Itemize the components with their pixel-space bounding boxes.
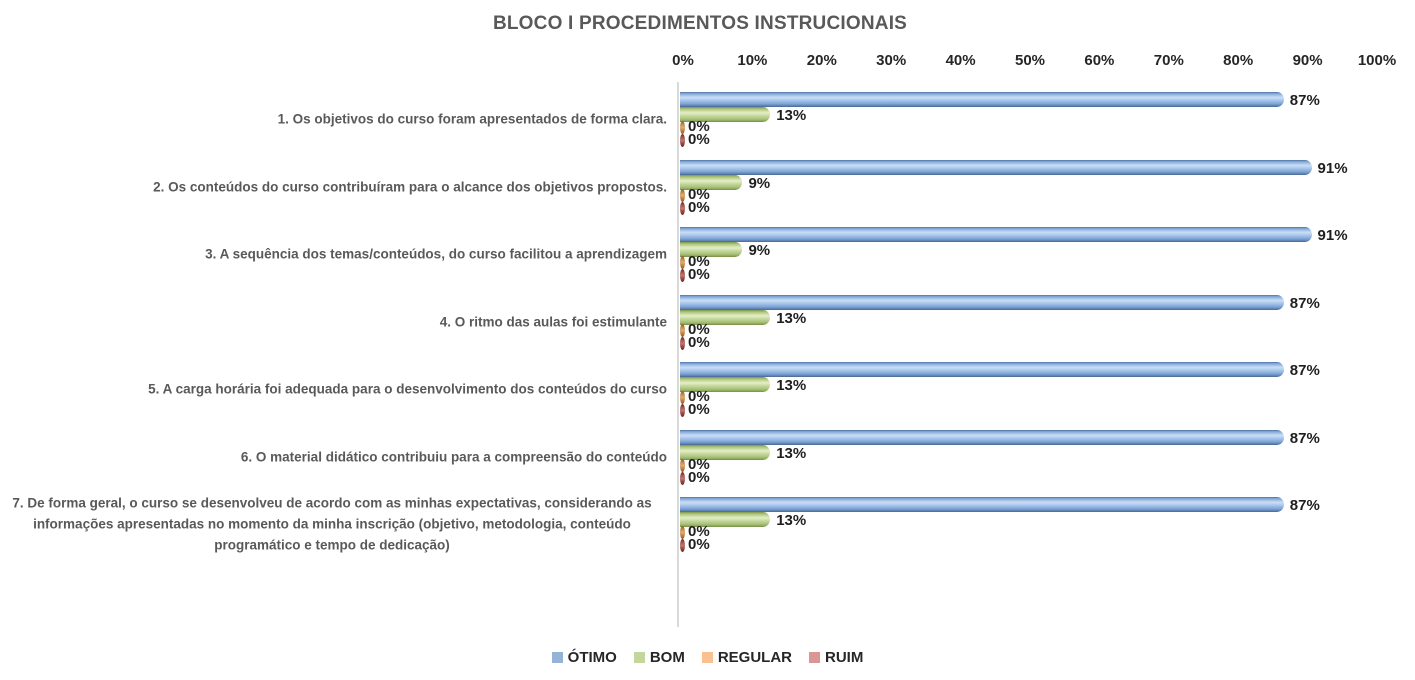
bar-otimo (680, 497, 1284, 512)
category-label: 5. A carga horária foi adequada para o d… (148, 381, 667, 397)
legend-item-bom: BOM (633, 649, 685, 666)
value-label: 0% (688, 198, 710, 216)
category-label: 3. A sequência dos temas/conteúdos, do c… (205, 246, 667, 262)
value-label: 87% (1289, 362, 1320, 379)
value-label: 91% (1317, 159, 1348, 177)
value-label: 0% (688, 401, 710, 418)
bar-otimo (680, 294, 1284, 310)
value-label: 9% (748, 242, 771, 259)
value-label: 13% (776, 377, 807, 394)
x-axis-tick: 70% (1153, 52, 1184, 69)
x-axis-tick: 90% (1292, 52, 1323, 69)
category-label: 6. O material didático contribuiu para a… (240, 449, 667, 464)
bar-bom (680, 444, 771, 460)
value-label: 13% (776, 107, 807, 124)
category-label: 7. De forma geral, o curso se desenvolve… (12, 495, 652, 553)
value-label: 13% (776, 512, 807, 529)
value-label: 0% (688, 253, 710, 270)
bar-regular (680, 526, 685, 539)
bar-ruim (680, 336, 685, 350)
value-label: 0% (688, 468, 710, 486)
y-axis-line (677, 82, 679, 627)
bar-ruim (680, 134, 685, 147)
x-axis-tick: 80% (1223, 52, 1254, 69)
value-label: 91% (1317, 227, 1348, 244)
legend-label: BOM (649, 649, 685, 666)
value-label: 13% (776, 309, 807, 327)
value-label: 87% (1289, 429, 1320, 447)
x-axis-tick: 20% (806, 52, 837, 69)
value-label: 0% (688, 455, 710, 473)
bar-ruim (680, 404, 685, 417)
x-axis-tick: 40% (945, 52, 976, 69)
bar-bom (680, 242, 743, 257)
value-label: 9% (748, 174, 771, 192)
bar-otimo (680, 362, 1284, 377)
legend-label: REGULAR (717, 649, 792, 666)
value-label: 13% (776, 444, 807, 462)
legend-swatch-icon (633, 652, 645, 663)
value-label: 0% (688, 320, 710, 338)
legend-item-otimo: ÓTIMO (551, 649, 617, 666)
bar-bom (680, 512, 771, 527)
x-axis-tick: 50% (1014, 52, 1046, 69)
x-axis-tick: 10% (737, 52, 768, 69)
legend-item-ruim: RUIM (809, 649, 863, 666)
legend: ÓTIMO BOM REGULAR RUIM (0, 649, 1415, 666)
bar-regular (680, 188, 685, 202)
bar-bom (680, 377, 771, 392)
plot-area: 87% 13% 0% 0% 91% 9% 0% 0% 91% 9% 0% 0% 87% 13% 0% 0% 87… (680, 80, 1380, 628)
bar-regular (680, 391, 685, 404)
bar-ruim (680, 471, 685, 485)
x-axis-tick: 0% (672, 52, 694, 69)
bar-bom (680, 309, 771, 325)
category-label: 4. O ritmo das aulas foi estimulante (439, 314, 667, 329)
chart-title: BLOCO I PROCEDIMENTOS INSTRUCIONAIS (492, 13, 908, 34)
bar-ruim (680, 201, 685, 215)
legend-label: RUIM (825, 649, 864, 666)
value-label: 0% (688, 266, 710, 283)
bar-ruim (680, 269, 685, 282)
bar-regular (680, 121, 685, 134)
value-label: 0% (688, 333, 710, 351)
value-label: 0% (688, 185, 710, 203)
bar-otimo (680, 92, 1284, 107)
legend-item-regular: REGULAR (701, 649, 792, 666)
legend-label: ÓTIMO (567, 649, 617, 666)
bar-regular (680, 458, 685, 472)
bar-ruim (680, 539, 685, 552)
legend-swatch-icon (551, 652, 563, 663)
x-axis-tick: 30% (876, 52, 907, 69)
bar-bom (680, 174, 743, 190)
value-label: 0% (688, 118, 710, 135)
category-label: 1. Os objetivos do curso foram apresenta… (277, 111, 667, 127)
value-label: 0% (688, 131, 710, 148)
legend-swatch-icon (809, 652, 820, 663)
legend-swatch-icon (701, 652, 713, 663)
x-axis-tick: 60% (1084, 52, 1115, 69)
bar-otimo (680, 159, 1312, 175)
value-label: 0% (688, 388, 710, 405)
bar-regular (680, 323, 685, 337)
bar-bom (680, 107, 771, 122)
category-label: 2. Os conteúdos do curso contribuíram pa… (153, 179, 667, 194)
value-label: 87% (1289, 294, 1320, 312)
value-label: 87% (1289, 497, 1320, 514)
bar-regular (680, 256, 685, 269)
bar-otimo (680, 227, 1312, 242)
value-label: 0% (688, 536, 710, 553)
value-label: 0% (688, 523, 710, 540)
x-axis-tick: 100% (1357, 52, 1397, 69)
value-label: 87% (1289, 92, 1320, 109)
bar-otimo (680, 429, 1284, 445)
